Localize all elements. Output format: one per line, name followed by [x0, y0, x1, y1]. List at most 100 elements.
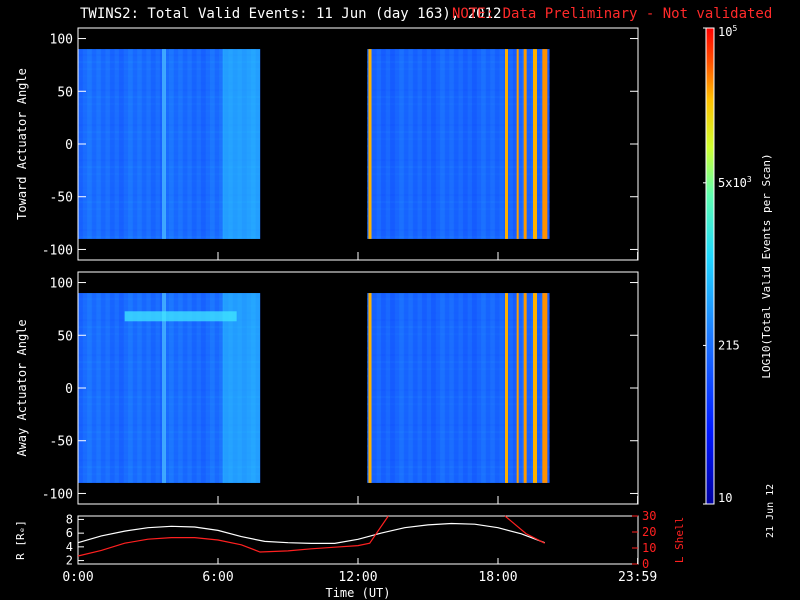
- away-streak: [449, 293, 455, 483]
- toward-streak: [449, 49, 455, 239]
- orbit-y-ticks-right: 0 10 20 30: [632, 509, 656, 571]
- toward-bright-region: [222, 49, 260, 239]
- toward-data-block: [367, 49, 550, 239]
- toward-streak: [128, 49, 134, 239]
- toward-streak: [232, 49, 238, 239]
- away-streak: [87, 293, 93, 483]
- toward-streak: [141, 49, 147, 239]
- toward-streak: [380, 49, 387, 239]
- toward-streak: [431, 49, 437, 239]
- toward-streak: [517, 49, 523, 239]
- away-streak: [232, 293, 238, 483]
- x-tick-label: 12:00: [338, 570, 377, 585]
- away-streak: [196, 293, 202, 483]
- away-streak: [96, 293, 102, 483]
- toward-streak: [91, 49, 97, 239]
- colorbar-tick-label: 10: [718, 491, 732, 505]
- away-heatmap-data: [78, 293, 550, 483]
- toward-streak: [453, 49, 459, 239]
- away-streak: [182, 293, 188, 483]
- toward-streak: [255, 49, 261, 239]
- colorbar-tick-label: 215: [718, 338, 740, 352]
- away-high-angle-band: [124, 311, 237, 322]
- toward-streak: [150, 49, 156, 239]
- toward-streak: [444, 49, 450, 239]
- away-streak: [109, 293, 115, 483]
- colorbar-tick-label: 5x103: [718, 175, 752, 190]
- away-streak: [462, 293, 468, 483]
- toward-streak: [200, 49, 206, 239]
- away-streak: [467, 293, 473, 483]
- away-streak: [105, 293, 111, 483]
- toward-streak: [426, 49, 432, 239]
- toward-streak: [481, 49, 487, 239]
- toward-streak: [209, 49, 215, 239]
- toward-streak: [191, 49, 197, 239]
- away-intense-streak: [533, 293, 537, 483]
- toward-streak: [114, 49, 120, 239]
- away-streak: [385, 293, 391, 483]
- preliminary-note: NOTE: Data Preliminary - Not validated: [452, 6, 773, 22]
- away-intense-streak: [505, 293, 508, 483]
- away-streak: [399, 293, 405, 483]
- away-streak: [187, 293, 193, 483]
- toward-intense-streak: [523, 49, 527, 239]
- away-vertical-band: [162, 293, 166, 483]
- toward-streak: [169, 49, 175, 239]
- toward-streak: [371, 49, 377, 239]
- toward-y-tick-label: 50: [57, 85, 73, 100]
- away-streak: [228, 293, 234, 483]
- orbit-y-axis-label-right: L Shell: [673, 517, 686, 563]
- radius-line: [77, 522, 545, 545]
- away-y-tick-label: 100: [50, 277, 73, 292]
- x-tick-label: 23:59: [618, 570, 657, 585]
- away-streak: [535, 293, 541, 483]
- x-tick-label: 0:00: [62, 570, 93, 585]
- away-streak: [426, 293, 432, 483]
- away-streak: [178, 293, 184, 483]
- away-streak: [223, 293, 229, 483]
- away-bright-region: [222, 293, 260, 483]
- toward-streak: [196, 49, 202, 239]
- away-streak: [128, 293, 134, 483]
- away-streak: [137, 293, 143, 483]
- toward-streak: [100, 49, 106, 239]
- toward-streak: [376, 49, 382, 239]
- away-streak: [255, 293, 261, 483]
- orbit-plot-frame: [77, 515, 639, 565]
- orbit-lines: [77, 515, 545, 557]
- away-streak: [150, 293, 156, 483]
- away-streak: [444, 293, 450, 483]
- toward-streak: [385, 49, 391, 239]
- away-streak: [146, 293, 152, 483]
- toward-streak: [435, 49, 441, 239]
- toward-streak: [223, 49, 229, 239]
- title-row: TWINS2: Total Valid Events: 11 Jun (day …: [0, 6, 800, 26]
- away-streak: [481, 293, 487, 483]
- toward-heatmap-panel: 100 50 0 -50 -100 Toward Actuator Angle: [15, 27, 639, 261]
- toward-streak: [118, 49, 124, 239]
- away-y-tick-label: -50: [50, 435, 73, 450]
- orbit-y-axis-label-left: R [Rₑ]: [14, 520, 27, 560]
- toward-data-block: [78, 49, 260, 239]
- away-streak: [412, 293, 418, 483]
- toward-streak: [417, 49, 423, 239]
- away-streak: [526, 293, 532, 483]
- colorbar-gradient: [705, 27, 715, 505]
- away-streak: [485, 293, 491, 483]
- away-streak: [91, 293, 97, 483]
- toward-y-ticks: 100 50 0 -50 -100: [42, 33, 638, 258]
- colorbar-label: LOG10(Total Valid Events per Scan): [760, 153, 773, 378]
- x-axis-label: Time (UT): [325, 586, 390, 600]
- away-streak: [191, 293, 197, 483]
- toward-intense-streak: [516, 49, 519, 239]
- toward-streak: [394, 49, 400, 239]
- toward-streak: [182, 49, 188, 239]
- toward-streak: [508, 49, 514, 239]
- away-streak: [205, 293, 211, 483]
- x-tick-label: 18:00: [478, 570, 517, 585]
- toward-streak: [96, 49, 102, 239]
- toward-streak: [476, 49, 482, 239]
